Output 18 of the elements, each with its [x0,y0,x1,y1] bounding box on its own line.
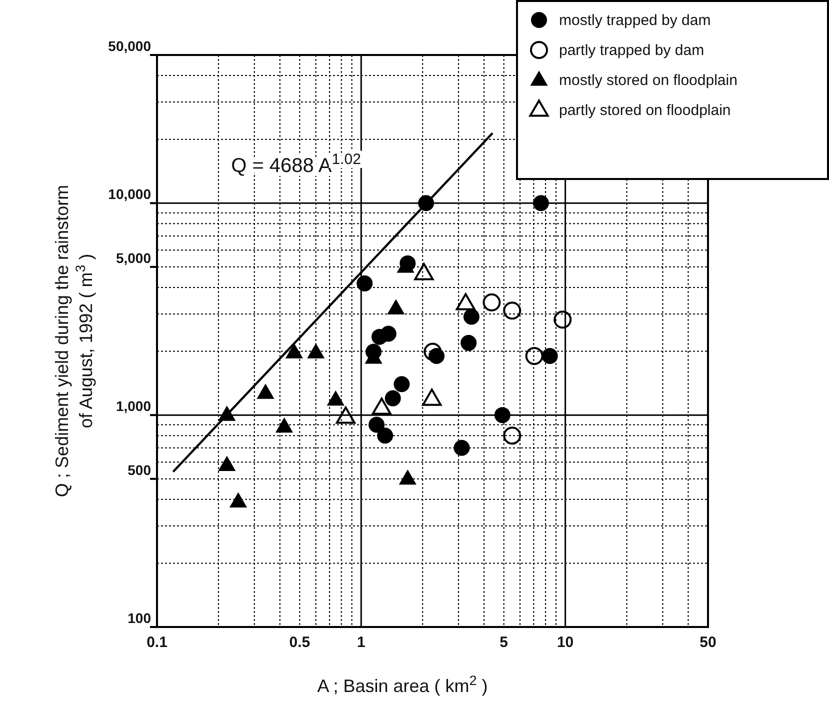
y-tick-label: 500 [128,462,152,478]
annotation: Q = 4688 A$^{1.02}$ [231,150,361,177]
y-tick-label: 5,000 [116,250,152,266]
y-tick-label: 1,000 [116,398,152,414]
x-tick-label: 1 [356,634,366,651]
x-tick-label: 0.5 [289,634,310,651]
legend-label: partly trapped by dam [559,42,704,59]
x-tick-label: 0.1 [146,634,168,651]
x-tick-label: 50 [700,634,716,651]
y-tick-label: 100 [128,610,152,626]
legend-label: partly stored on floodplain [559,102,731,119]
x-tick-label: 10 [556,634,574,651]
y-tick-label: 50,000 [108,38,152,54]
x-tick-label: 5 [500,634,508,651]
x-axis-title: A ; Basin area ( km$^{2}$ ) [317,672,488,696]
y-tick-label: 10,000 [108,186,152,202]
legend-label: mostly stored on floodplain [559,72,738,89]
legend-label: mostly trapped by dam [559,12,711,29]
